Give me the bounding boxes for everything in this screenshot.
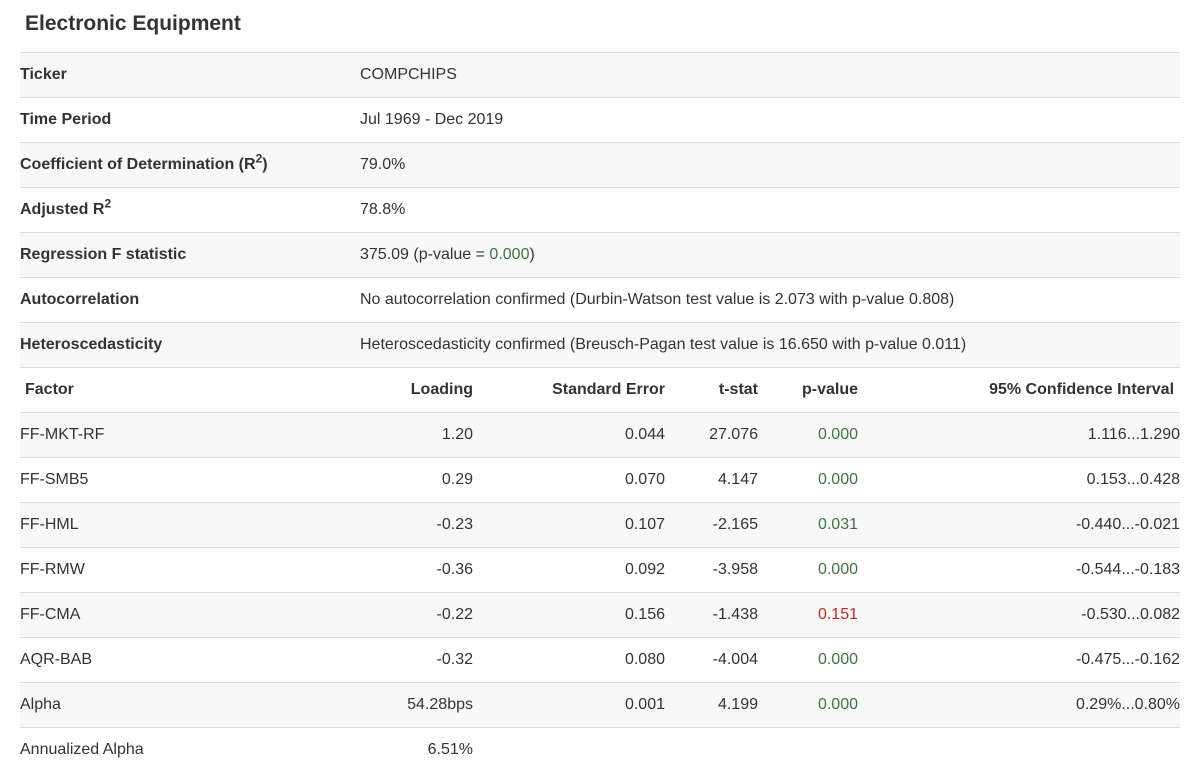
loading-value: 54.28bps	[407, 696, 473, 713]
factor-name: Annualized Alpha	[20, 741, 144, 758]
confidence-interval-value: 1.116...1.290	[1087, 426, 1181, 443]
confidence-interval-column-header: 95% Confidence Interval	[989, 381, 1175, 398]
p-value: 0.151	[817, 606, 858, 623]
factor-row: AQR-BAB -0.32 0.080 -4.004 0.000 -0.475.…	[20, 637, 1181, 683]
row-label: Heteroscedasticity	[20, 336, 163, 353]
std-error-value	[473, 728, 665, 772]
t-stat-value: -4.004	[712, 651, 758, 668]
loading-value: 0.29	[441, 471, 473, 488]
loading-value: -0.22	[436, 606, 473, 623]
row-value: 78.8%	[360, 201, 406, 218]
t-stat-column-header: t-stat	[718, 381, 758, 398]
factor-row: FF-HML -0.23 0.107 -2.165 0.031 -0.440..…	[20, 502, 1181, 548]
loading-column-header: Loading	[410, 381, 473, 398]
loading-value: -0.32	[436, 651, 473, 668]
factor-name: Alpha	[20, 696, 61, 713]
std-error-value: 0.107	[624, 516, 665, 533]
summary-row-ticker: Ticker COMPCHIPS	[20, 52, 1181, 98]
confidence-interval-value: -0.530...0.082	[1081, 606, 1181, 623]
row-label: Coefficient of Determination (R2)	[20, 151, 268, 173]
t-stat-value: 4.199	[717, 696, 758, 713]
confidence-interval-value	[858, 728, 1180, 772]
std-error-value: 0.080	[624, 651, 665, 668]
factor-name: FF-SMB5	[20, 471, 89, 488]
std-error-value: 0.044	[624, 426, 665, 443]
t-stat-value: 27.076	[709, 426, 758, 443]
p-value-column-header: p-value	[801, 381, 858, 398]
row-value: COMPCHIPS	[360, 66, 457, 83]
factor-row: FF-RMW -0.36 0.092 -3.958 0.000 -0.544..…	[20, 547, 1181, 593]
row-value: 375.09 (p-value = 0.000)	[360, 246, 535, 263]
summary-row-heteroscedasticity: Heteroscedasticity Heteroscedasticity co…	[20, 322, 1181, 368]
summary-row-adjusted-r-squared: Adjusted R2 78.8%	[20, 187, 1181, 233]
p-value: 0.000	[817, 561, 858, 578]
row-label: Time Period	[20, 111, 112, 128]
loading-value: 1.20	[441, 426, 473, 443]
row-label: Autocorrelation	[20, 291, 140, 308]
std-error-value: 0.001	[624, 696, 665, 713]
row-value: No autocorrelation confirmed (Durbin-Wat…	[360, 291, 955, 308]
confidence-interval-value: -0.440...-0.021	[1075, 516, 1181, 533]
factor-column-header: Factor	[25, 381, 74, 398]
factor-name: FF-RMW	[20, 561, 85, 578]
row-value: Heteroscedasticity confirmed (Breusch-Pa…	[360, 336, 967, 353]
confidence-interval-value: -0.544...-0.183	[1075, 561, 1181, 578]
factor-row-annualized-alpha: Annualized Alpha 6.51%	[20, 727, 1181, 772]
t-stat-value	[665, 728, 758, 772]
row-label: Regression F statistic	[20, 246, 187, 263]
p-value: 0.031	[817, 516, 858, 533]
std-error-column-header: Standard Error	[552, 381, 665, 398]
std-error-value: 0.070	[624, 471, 665, 488]
factor-name: FF-MKT-RF	[20, 426, 105, 443]
factor-row: FF-SMB5 0.29 0.070 4.147 0.000 0.153...0…	[20, 457, 1181, 503]
row-label: Adjusted R2	[20, 196, 112, 218]
loading-value: 6.51%	[427, 741, 473, 758]
p-value: 0.000	[817, 426, 858, 443]
loading-value: -0.23	[436, 516, 473, 533]
p-value: 0.000	[817, 471, 858, 488]
summary-row-time-period: Time Period Jul 1969 - Dec 2019	[20, 97, 1181, 143]
factor-row-alpha: Alpha 54.28bps 0.001 4.199 0.000 0.29%..…	[20, 682, 1181, 728]
summary-row-autocorrelation: Autocorrelation No autocorrelation confi…	[20, 277, 1181, 323]
row-label: Ticker	[20, 66, 67, 83]
factor-header-row: Factor Loading Standard Error t-stat p-v…	[20, 367, 1181, 413]
factor-name: AQR-BAB	[20, 651, 93, 668]
std-error-value: 0.156	[624, 606, 665, 623]
summary-row-r-squared: Coefficient of Determination (R2) 79.0%	[20, 142, 1181, 188]
p-value: 0.000	[817, 651, 858, 668]
confidence-interval-value: -0.475...-0.162	[1075, 651, 1181, 668]
row-value: 79.0%	[360, 156, 406, 173]
factor-row: FF-MKT-RF 1.20 0.044 27.076 0.000 1.116.…	[20, 412, 1181, 458]
p-value-highlight: 0.000	[489, 246, 530, 263]
p-value: 0.000	[817, 696, 858, 713]
std-error-value: 0.092	[624, 561, 665, 578]
regression-stats-table: Ticker COMPCHIPS Time Period Jul 1969 - …	[20, 52, 1181, 772]
t-stat-value: -3.958	[712, 561, 758, 578]
summary-row-f-statistic: Regression F statistic 375.09 (p-value =…	[20, 232, 1181, 278]
page-title: Electronic Equipment	[25, 12, 241, 35]
t-stat-value: 4.147	[717, 471, 758, 488]
confidence-interval-value: 0.29%...0.80%	[1075, 696, 1181, 713]
p-value	[758, 728, 858, 772]
factor-name: FF-HML	[20, 516, 79, 533]
t-stat-value: -1.438	[712, 606, 758, 623]
factor-name: FF-CMA	[20, 606, 81, 623]
loading-value: -0.36	[436, 561, 473, 578]
row-value: Jul 1969 - Dec 2019	[360, 111, 504, 128]
t-stat-value: -2.165	[712, 516, 758, 533]
confidence-interval-value: 0.153...0.428	[1086, 471, 1181, 488]
factor-row: FF-CMA -0.22 0.156 -1.438 0.151 -0.530..…	[20, 592, 1181, 638]
